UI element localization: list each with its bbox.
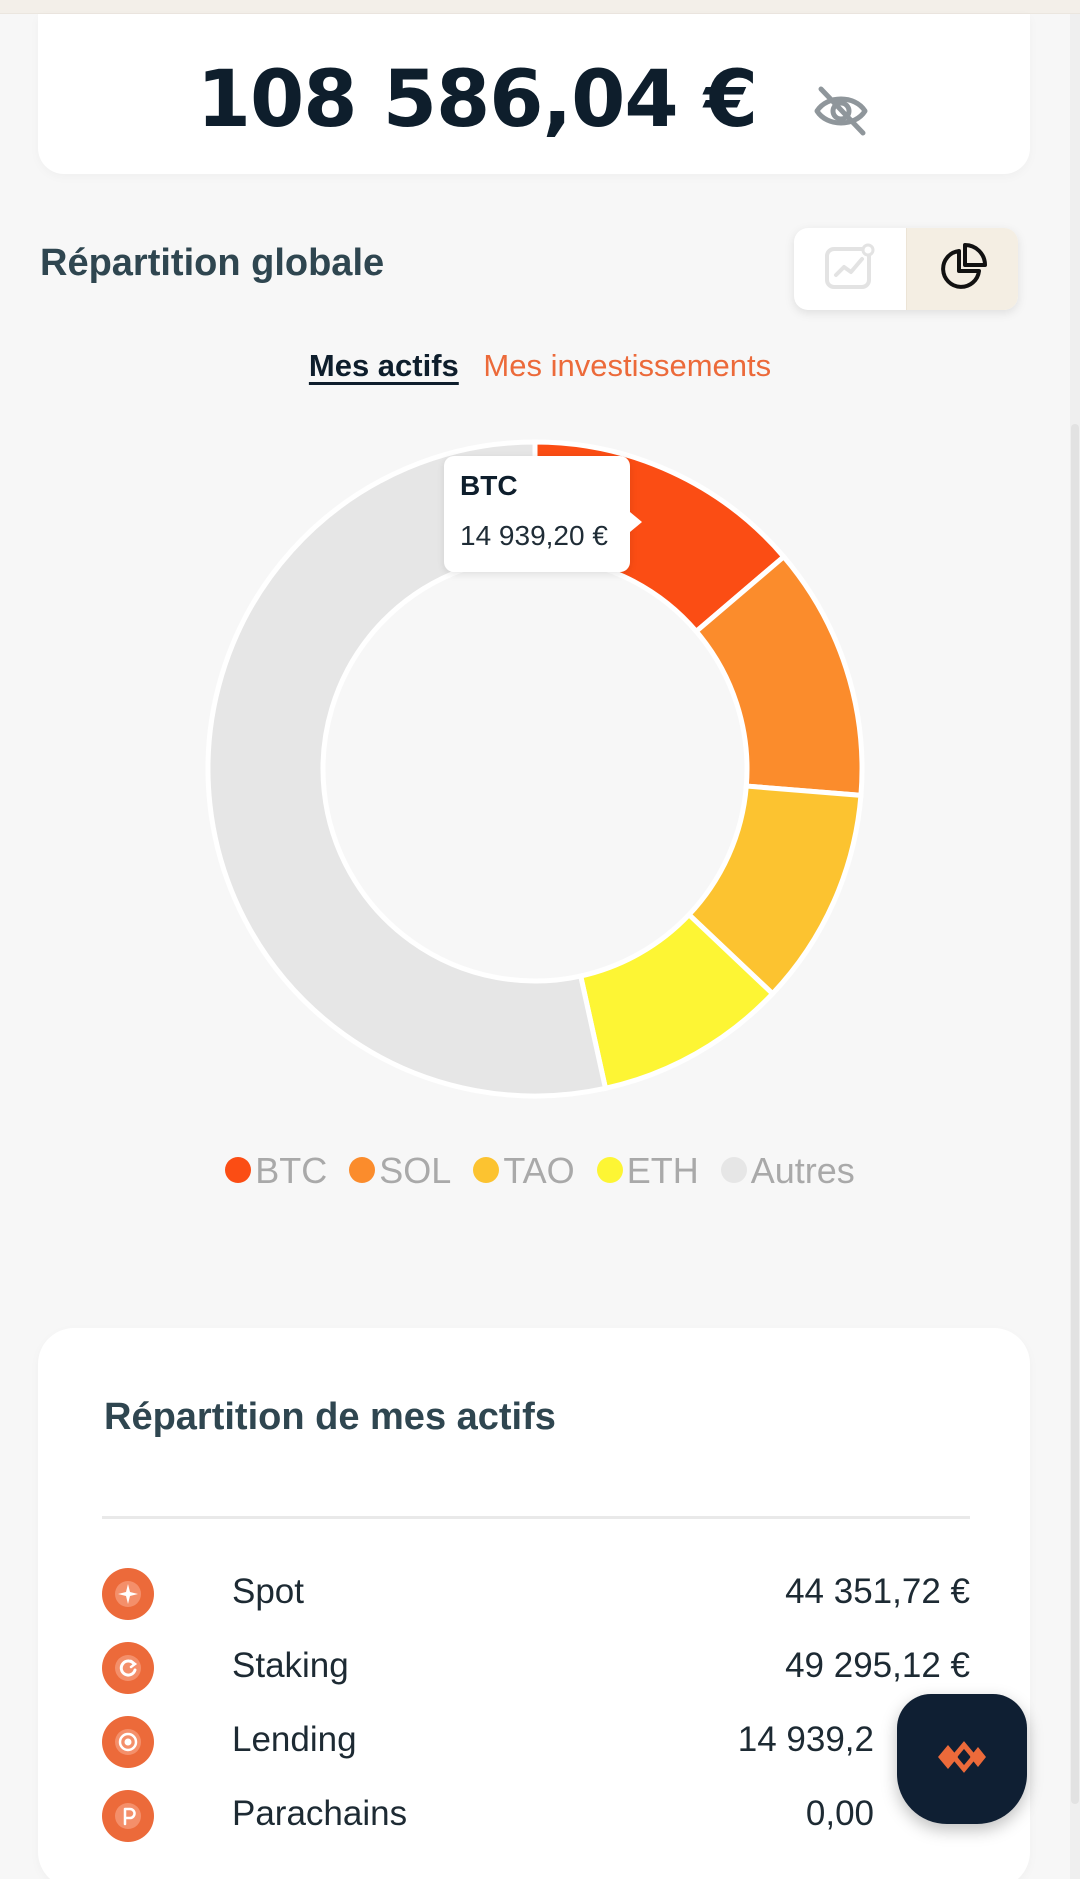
asset-row-spot[interactable]: Spot 44 351,72 € (102, 1564, 970, 1624)
allocation-tabs: Mes actifs Mes investissements (0, 348, 1080, 384)
chart-legend: BTC SOL TAO ETH Autres (0, 1150, 1080, 1192)
legend-dot (349, 1157, 376, 1184)
asset-row-amount: 14 939,2 (737, 1720, 874, 1759)
tab-mes-investissements[interactable]: Mes investissements (483, 348, 772, 383)
legend-dot (473, 1157, 500, 1184)
eye-off-icon[interactable] (811, 70, 871, 136)
legend-item-sol[interactable]: SOL (349, 1150, 451, 1192)
line-chart-toggle[interactable] (794, 228, 906, 310)
target-icon (102, 1716, 154, 1768)
tooltip-title: BTC (460, 470, 518, 501)
legend-label: Autres (750, 1150, 855, 1191)
donut-slice-autres[interactable] (205, 439, 609, 1099)
assets-breakdown-card: Répartition de mes actifs Spot 44 351,72… (38, 1328, 1030, 1879)
total-balance: 108 586,04 € (38, 50, 1030, 145)
asset-row-label: Staking (232, 1646, 349, 1685)
asset-row-amount: 49 295,12 € (785, 1646, 970, 1685)
asset-row-parachains[interactable]: Parachains 0,00 (102, 1786, 970, 1846)
asset-row-amount: 0,00 (805, 1794, 874, 1833)
asset-row-lending[interactable]: Lending 14 939,2 (102, 1712, 970, 1772)
refresh-icon (102, 1642, 154, 1694)
asset-row-amount: 44 351,72 € (785, 1572, 970, 1611)
allocation-title: Répartition globale (40, 242, 385, 284)
legend-label: TAO (503, 1150, 575, 1191)
asset-row-label: Spot (232, 1572, 304, 1611)
legend-dot (596, 1157, 623, 1184)
tooltip-value: 14 939,20 € (460, 520, 608, 551)
app-logo-icon (934, 1737, 990, 1781)
app-logo-button[interactable] (897, 1694, 1027, 1824)
pie-chart-icon (935, 239, 991, 299)
legend-item-eth[interactable]: ETH (596, 1150, 699, 1192)
sparkle-icon (102, 1568, 154, 1620)
asset-row-label: Parachains (232, 1794, 408, 1833)
scrollbar-thumb[interactable] (1071, 424, 1079, 1804)
asset-row-label: Lending (232, 1720, 357, 1759)
assets-title: Répartition de mes actifs (104, 1396, 556, 1438)
legend-label: ETH (626, 1150, 699, 1191)
legend-item-autres[interactable]: Autres (720, 1150, 855, 1192)
line-chart-icon (824, 243, 876, 295)
divider (102, 1516, 970, 1519)
top-edge (0, 0, 1080, 14)
chart-tooltip: BTC 14 939,20 € (444, 456, 642, 572)
view-toggle (794, 228, 1018, 310)
legend-item-btc[interactable]: BTC (225, 1150, 327, 1192)
legend-dot (720, 1157, 747, 1184)
balance-amount: 108 586,04 € (196, 54, 758, 145)
scrollbar-track[interactable] (1070, 14, 1080, 1879)
balance-card: 108 586,04 € (38, 14, 1030, 174)
asset-row-staking[interactable]: Staking 49 295,12 € (102, 1638, 970, 1698)
legend-label: SOL (379, 1150, 452, 1191)
legend-dot (225, 1157, 252, 1184)
pie-chart-toggle[interactable] (906, 228, 1018, 310)
parachain-icon (102, 1790, 154, 1842)
legend-item-tao[interactable]: TAO (473, 1150, 575, 1192)
tab-mes-actifs[interactable]: Mes actifs (308, 348, 459, 383)
legend-label: BTC (255, 1150, 328, 1191)
